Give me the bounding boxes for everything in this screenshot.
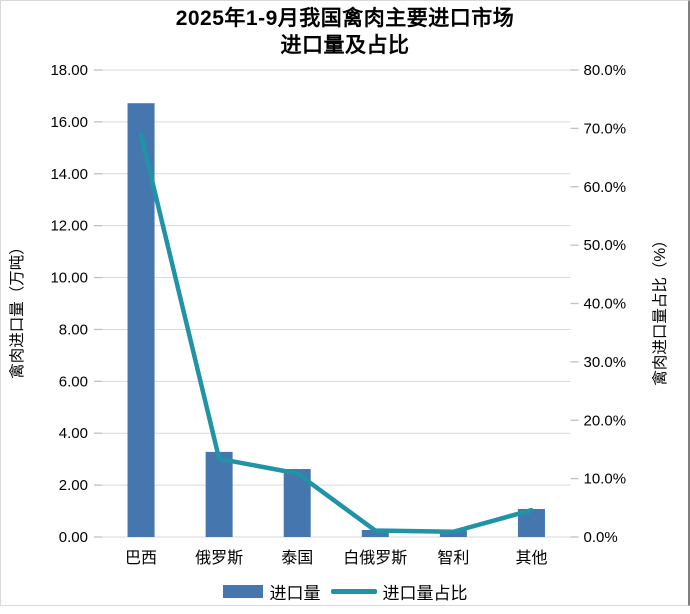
right-axis-title: 禽肉进口量占比（%） — [651, 232, 669, 385]
legend-line-label: 进口量占比 — [382, 584, 468, 603]
right-axis-tick-label: 60.0% — [584, 179, 627, 196]
left-axis-tick-label: 4.00 — [59, 425, 88, 442]
bar-1 — [205, 451, 233, 537]
category-label-3: 白俄罗斯 — [343, 549, 407, 567]
bar-3 — [361, 529, 389, 537]
right-axis-tick-label: 50.0% — [584, 237, 627, 254]
chart-title: 2025年1-9月我国禽肉主要进口市场 进口量及占比 — [0, 5, 690, 59]
left-axis-tick-label: 8.00 — [59, 321, 88, 338]
category-label-2: 泰国 — [281, 549, 313, 567]
category-label-4: 智利 — [437, 549, 469, 567]
right-axis-tick-label: 0.0% — [584, 529, 618, 546]
legend-bar-label: 进口量 — [269, 584, 321, 603]
legend: 进口量 进口量占比 — [0, 579, 690, 604]
left-axis-tick-label: 2.00 — [59, 477, 88, 494]
right-axis-tick-label: 40.0% — [584, 296, 627, 313]
left-axis-tick-label: 12.00 — [50, 218, 88, 235]
right-axis-tick-label: 80.0% — [584, 62, 627, 79]
right-axis-tick-label: 30.0% — [584, 354, 627, 371]
left-axis-tick-label: 6.00 — [59, 373, 88, 390]
legend-bar-swatch-icon — [222, 585, 263, 598]
left-axis-tick-label: 10.00 — [50, 270, 88, 287]
share-line — [138, 132, 534, 534]
legend-line-swatch-icon — [330, 589, 377, 594]
right-axis-tick-label: 10.0% — [584, 471, 627, 488]
left-axis-tick-label: 0.00 — [59, 529, 88, 546]
right-axis-tick-label: 20.0% — [584, 412, 627, 429]
chart-title-line2: 进口量及占比 — [280, 34, 410, 57]
left-axis-tick-label: 14.00 — [50, 166, 88, 183]
category-label-5: 其他 — [515, 549, 547, 567]
left-axis-tick-label: 16.00 — [50, 114, 88, 131]
category-label-1: 俄罗斯 — [195, 549, 243, 567]
left-axis-tick-label: 18.00 — [50, 62, 88, 79]
chart-title-line1: 2025年1-9月我国禽肉主要进口市场 — [175, 7, 515, 30]
left-axis-title: 禽肉进口量（万吨） — [8, 239, 26, 379]
right-axis-tick-label: 70.0% — [584, 120, 627, 137]
category-label-0: 巴西 — [125, 550, 157, 567]
